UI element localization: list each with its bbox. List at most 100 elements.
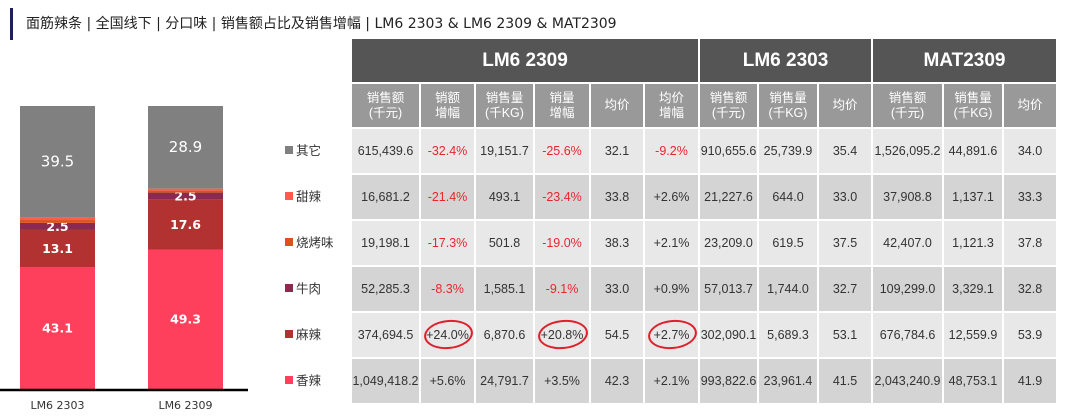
- bar-segment: [20, 222, 95, 230]
- cell-value: +24.0%: [426, 328, 469, 342]
- cell-value: 910,655.6: [700, 144, 757, 158]
- cell-value: 1,137.1: [952, 190, 994, 204]
- data-label: 39.5: [41, 152, 74, 170]
- cell-value: 2,043,240.9: [874, 374, 941, 388]
- cell-value: 6,870.6: [483, 328, 526, 342]
- x-tick-label: LM6 2303: [30, 399, 84, 412]
- column-header: 均价: [817, 82, 873, 129]
- cell-value: +2.1%: [653, 374, 690, 388]
- cell-value: 993,822.6: [700, 374, 757, 388]
- table-cell: 3,329.1: [942, 265, 1004, 313]
- column-header: 销售量 (千KG): [474, 82, 535, 129]
- bar-segment: [148, 192, 223, 200]
- table-cell: 1,526,095.2: [871, 127, 944, 175]
- cell-value: +20.8%: [540, 328, 584, 342]
- data-label: 28.9: [169, 138, 202, 156]
- table-cell: 41.9: [1002, 357, 1058, 405]
- table-cell: 374,694.5: [350, 311, 421, 359]
- table-cell: 1,137.1: [942, 173, 1004, 221]
- table-row: 1,049,418.2 +5.6% 24,791.7 +3.5% 42.3 +2.1% 99…: [350, 357, 1058, 405]
- table-cell: -17.3%: [419, 219, 476, 267]
- cell-value: 41.5: [832, 374, 858, 388]
- cell-value: -19.0%: [542, 236, 582, 250]
- cell-value: 34.0: [1017, 144, 1043, 158]
- cell-value: 21,227.6: [704, 190, 753, 204]
- table-cell: 48,753.1: [942, 357, 1004, 405]
- group-header: MAT2309: [871, 37, 1058, 84]
- cell-value: -17.3%: [427, 236, 468, 250]
- cell-value: 54.5: [604, 328, 630, 342]
- cell-value: 302,090.1: [700, 328, 757, 342]
- table-cell: 1,585.1: [474, 265, 535, 313]
- cell-value: 42,407.0: [883, 236, 932, 250]
- cell-value: +5.6%: [429, 374, 466, 388]
- table-cell: +24.0%: [419, 311, 476, 359]
- cell-value: +2.7%: [653, 328, 690, 342]
- cell-value: 25,739.9: [763, 144, 813, 158]
- bar-segment: [148, 249, 223, 389]
- cell-value: 37.8: [1017, 236, 1043, 250]
- table-cell: 53.1: [817, 311, 873, 359]
- table-row: 615,439.6 -32.4% 19,151.7 -25.6% 32.1 -9.2% 91…: [350, 127, 1058, 175]
- table-cell: 109,299.0: [871, 265, 944, 313]
- cell-value: 32.7: [832, 282, 858, 296]
- table-cell: 52,285.3: [350, 265, 421, 313]
- legend-swatch: [285, 237, 293, 246]
- column-header: 销售额 (千元): [698, 82, 759, 129]
- sales-table: LM6 2309 LM6 2303 MAT2309 销售额 (千元) 销额 增幅 销售量…: [350, 37, 1058, 405]
- cell-value: 1,049,418.2: [352, 374, 419, 388]
- bar-segment: [148, 106, 223, 189]
- cell-value: 19,198.1: [361, 236, 410, 250]
- table-cell: 35.4: [817, 127, 873, 175]
- table-row: 16,681.2 -21.4% 493.1 -23.4% 33.8 +2.6% 21,227…: [350, 173, 1058, 221]
- legend-item: 牛肉: [285, 278, 321, 297]
- table-cell: 16,681.2: [350, 173, 421, 221]
- column-header: 销量 增幅: [533, 82, 591, 129]
- table-cell: 493.1: [474, 173, 535, 221]
- cell-value: 619.5: [772, 236, 804, 250]
- table-cell: 1,744.0: [757, 265, 819, 313]
- table-cell: 53.9: [1002, 311, 1058, 359]
- cell-value: 42.3: [604, 374, 630, 388]
- table-cell: 302,090.1: [698, 311, 759, 359]
- cell-value: 57,013.7: [704, 282, 753, 296]
- table-cell: 25,739.9: [757, 127, 819, 175]
- bar-segment: [148, 199, 223, 250]
- legend-item: 烧烤味: [285, 232, 334, 251]
- cell-value: +0.9%: [653, 282, 690, 296]
- table-cell: -25.6%: [533, 127, 591, 175]
- table-cell: 37,908.8: [871, 173, 944, 221]
- cell-value: 35.4: [832, 144, 858, 158]
- data-label: 49.3: [170, 312, 201, 327]
- table-cell: 6,870.6: [474, 311, 535, 359]
- legend-label: 其它: [296, 143, 322, 158]
- column-header: 销额 增幅: [419, 82, 476, 129]
- bar-segment: [148, 190, 223, 193]
- cell-value: 23,961.4: [763, 374, 813, 388]
- cell-value: 38.3: [604, 236, 630, 250]
- table-cell: 2,043,240.9: [871, 357, 944, 405]
- legend-label: 甜辣: [296, 189, 322, 204]
- table-cell: -19.0%: [533, 219, 591, 267]
- cell-value: -9.2%: [655, 144, 688, 158]
- table-cell: 57,013.7: [698, 265, 759, 313]
- legend-swatch: [285, 283, 293, 292]
- cell-value: 615,439.6: [357, 144, 414, 158]
- table-cell: -32.4%: [419, 127, 476, 175]
- table-cell: 32.1: [589, 127, 645, 175]
- table-cell: 33.0: [817, 173, 873, 221]
- table-cell: 615,439.6: [350, 127, 421, 175]
- table-cell: +3.5%: [533, 357, 591, 405]
- cell-value: 33.3: [1017, 190, 1043, 204]
- table-cell: 1,121.3: [942, 219, 1004, 267]
- cell-value: 493.1: [488, 190, 521, 204]
- table-cell: 41.5: [817, 357, 873, 405]
- table-cell: +20.8%: [533, 311, 591, 359]
- bar-segment: [148, 188, 223, 191]
- table-cell: 910,655.6: [698, 127, 759, 175]
- cell-value: 1,526,095.2: [874, 144, 941, 158]
- table-cell: 501.8: [474, 219, 535, 267]
- table-cell: 32.7: [817, 265, 873, 313]
- table-cell: 33.0: [589, 265, 645, 313]
- legend-swatch: [285, 375, 293, 384]
